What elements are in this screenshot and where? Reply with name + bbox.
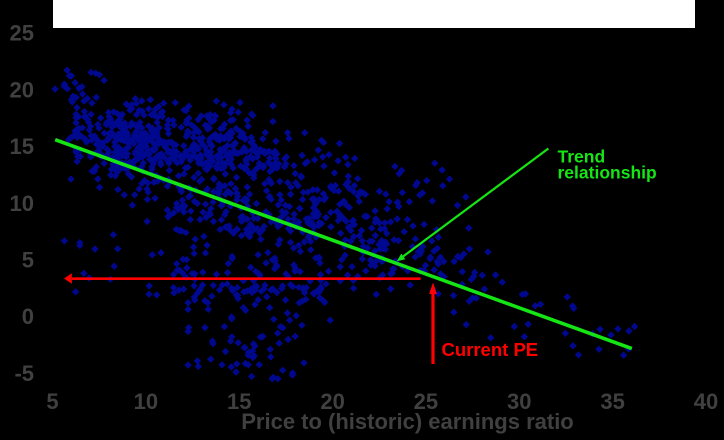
svg-text:40: 40 [694, 389, 718, 414]
svg-text:25: 25 [10, 21, 34, 46]
svg-text:0: 0 [22, 304, 34, 329]
svg-text:Price to (historic) earnings r: Price to (historic) earnings ratio [241, 409, 574, 434]
svg-text:10: 10 [134, 389, 158, 414]
svg-text:5: 5 [46, 389, 58, 414]
svg-text:20: 20 [320, 389, 344, 414]
svg-text:5: 5 [22, 248, 34, 273]
svg-text:15: 15 [10, 134, 34, 159]
svg-text:30: 30 [507, 389, 531, 414]
svg-text:Trend: Trend [558, 146, 606, 166]
svg-text:25: 25 [414, 389, 438, 414]
svg-text:Current PE: Current PE [442, 339, 539, 360]
svg-text:15: 15 [227, 389, 251, 414]
svg-text:relationship: relationship [558, 163, 657, 183]
svg-text:-5: -5 [14, 361, 34, 386]
svg-text:20: 20 [10, 77, 34, 102]
svg-text:35: 35 [600, 389, 624, 414]
svg-text:10: 10 [10, 191, 34, 216]
